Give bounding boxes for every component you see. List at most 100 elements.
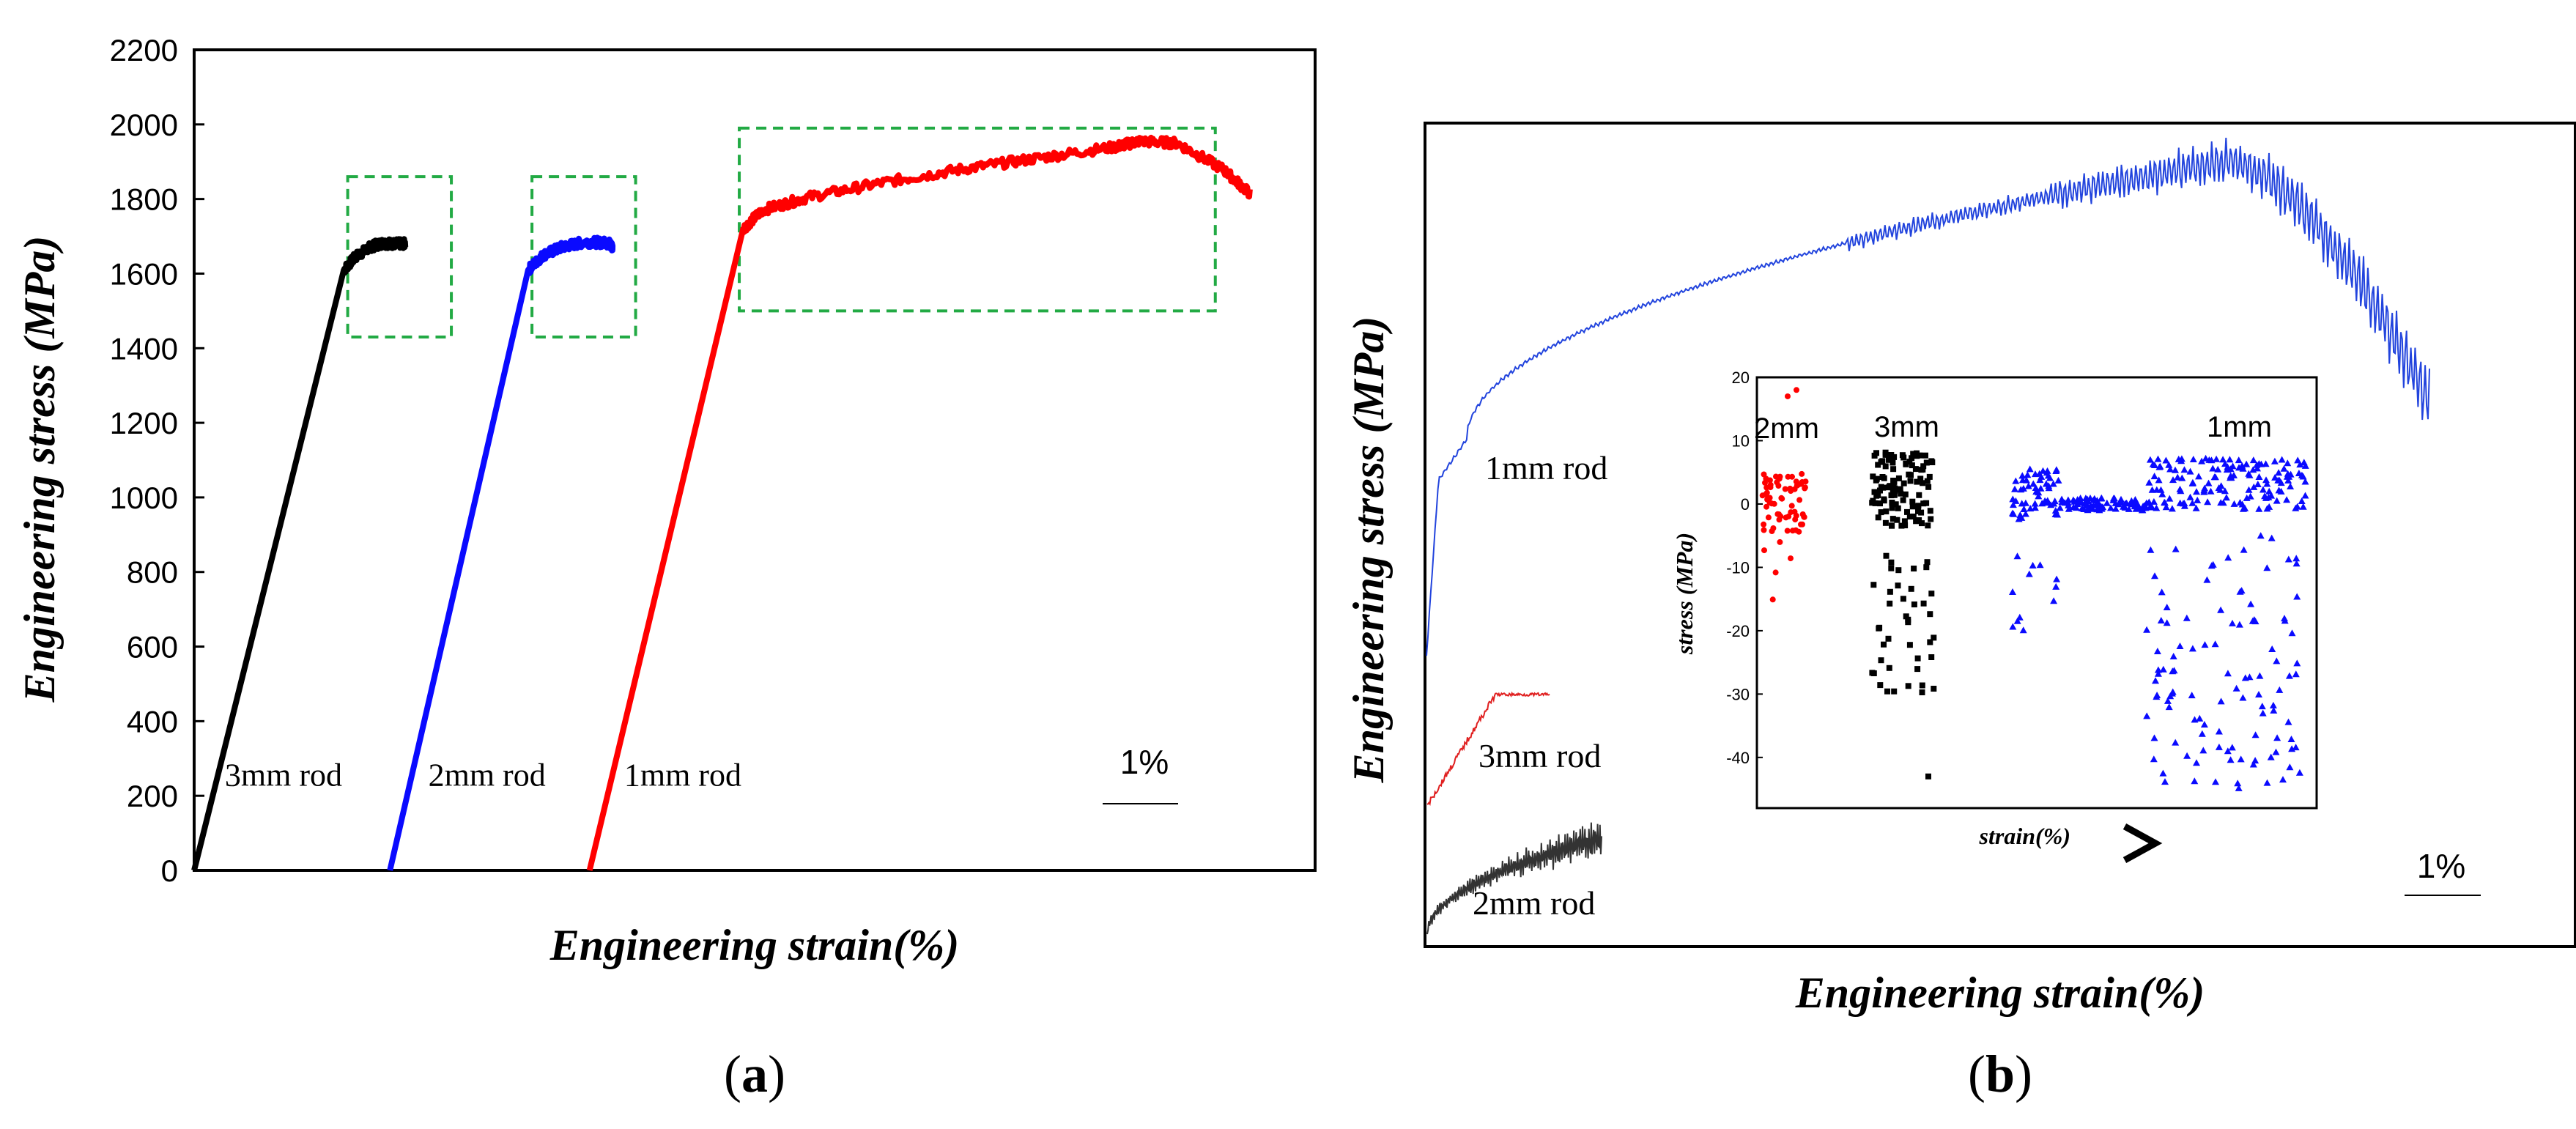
inset-y-tick-label: -30 bbox=[1726, 685, 1750, 703]
inset-point-1mm bbox=[2054, 476, 2062, 484]
inset-point-3mm bbox=[1910, 451, 1917, 457]
inset-point-3mm bbox=[1901, 518, 1908, 525]
inset-point-1mm bbox=[2230, 500, 2238, 507]
inset-point-1mm bbox=[2271, 473, 2279, 481]
inset-point-1mm bbox=[2012, 477, 2020, 484]
inset-point-1mm bbox=[2202, 454, 2210, 462]
inset-point-3mm bbox=[1925, 484, 1932, 490]
inset-point-3mm bbox=[1918, 467, 1925, 473]
inset-point-1mm bbox=[2164, 697, 2172, 704]
inset-point-1mm bbox=[2251, 757, 2259, 764]
panel-a-dashed-boxes bbox=[346, 126, 1217, 338]
panel-a-annotation: 3mm rod bbox=[225, 758, 342, 793]
inset-point-1mm bbox=[2054, 511, 2062, 518]
inset-point-1mm bbox=[2161, 498, 2169, 506]
inset-point-1mm bbox=[2224, 670, 2232, 677]
inset-point-1mm bbox=[2200, 486, 2208, 494]
inset-point-1mm bbox=[2166, 465, 2175, 473]
inset-point-1mm bbox=[2275, 469, 2283, 476]
inset-point-3mm bbox=[1883, 508, 1890, 515]
series-1mm-rod bbox=[586, 134, 1253, 871]
inset-point-2mm bbox=[1772, 569, 1779, 576]
inset-point-2mm bbox=[1778, 495, 1785, 501]
inset-point-3mm bbox=[1914, 450, 1920, 456]
inset-point-1mm bbox=[2270, 706, 2278, 714]
inset-y-axis: 20 10 0 -10 -20 -30 -40 bbox=[1726, 369, 1763, 767]
inset-point-1mm bbox=[2284, 476, 2292, 484]
inset-point-1mm bbox=[2172, 739, 2180, 746]
inset-point-1mm bbox=[2298, 497, 2306, 504]
inset-point-3mm bbox=[1928, 654, 1935, 660]
inset-point-1mm bbox=[2169, 653, 2177, 659]
inset-point-3mm bbox=[1882, 519, 1889, 526]
inset-point-1mm bbox=[2247, 600, 2255, 607]
inset-point-3mm bbox=[1916, 492, 1922, 498]
inset-point-1mm bbox=[2256, 672, 2264, 679]
inset-point-2mm bbox=[1759, 492, 1766, 499]
inset-point-1mm bbox=[2031, 504, 2039, 511]
inset-point-1mm bbox=[2162, 503, 2170, 511]
inset-point-3mm bbox=[1919, 682, 1925, 689]
inset-point-1mm bbox=[2168, 505, 2176, 512]
inset-point-1mm bbox=[2192, 504, 2200, 511]
inset-point-1mm bbox=[2139, 503, 2147, 510]
inset-point-1mm bbox=[2174, 473, 2182, 481]
inset-point-3mm bbox=[1885, 484, 1892, 491]
inset-point-3mm bbox=[1906, 471, 1912, 478]
inset-point-3mm bbox=[1878, 484, 1884, 490]
inset-point-1mm bbox=[2219, 456, 2227, 463]
inset-point-1mm bbox=[2293, 659, 2301, 667]
inset-point-1mm bbox=[2196, 714, 2204, 722]
inset-point-1mm bbox=[2189, 456, 2197, 462]
inset-group-label-2mm: 2mm bbox=[1754, 412, 1819, 445]
series-2mm-rod bbox=[387, 234, 616, 871]
inset-x-axis-title: strain(%) bbox=[1979, 823, 2070, 849]
inset-point-3mm bbox=[1888, 565, 1895, 571]
inset-point-1mm bbox=[2143, 712, 2151, 719]
inset-point-1mm bbox=[2013, 552, 2021, 560]
inset-point-1mm bbox=[2276, 686, 2284, 693]
inset-point-1mm bbox=[2292, 744, 2300, 751]
inset-point-1mm bbox=[2032, 484, 2040, 491]
inset-point-1mm bbox=[2117, 495, 2125, 503]
inset-point-1mm bbox=[2215, 728, 2223, 735]
inset-point-1mm bbox=[2093, 500, 2101, 508]
inset-point-1mm bbox=[2128, 498, 2136, 506]
inset-points bbox=[1759, 387, 2309, 791]
inset-point-1mm bbox=[2292, 670, 2300, 678]
inset-point-3mm bbox=[1912, 466, 1919, 473]
inset-point-1mm bbox=[2235, 464, 2243, 471]
inset-point-3mm bbox=[1877, 487, 1883, 494]
inset-point-3mm bbox=[1890, 516, 1896, 522]
inset-point-2mm bbox=[1763, 503, 1769, 510]
inset-point-3mm bbox=[1922, 452, 1928, 459]
inset-point-3mm bbox=[1911, 566, 1917, 571]
inset-point-1mm bbox=[2261, 492, 2269, 500]
inset-point-3mm bbox=[1895, 582, 1901, 589]
inset-point-3mm bbox=[1875, 514, 1881, 521]
inset-point-1mm bbox=[2159, 769, 2167, 777]
inset-point-2mm bbox=[1784, 528, 1791, 534]
inset-point-1mm bbox=[2299, 473, 2307, 480]
inset-point-1mm bbox=[2286, 763, 2294, 771]
inset-point-1mm bbox=[2035, 470, 2043, 477]
inset-point-1mm bbox=[2019, 626, 2027, 634]
inset-point-1mm bbox=[2193, 488, 2200, 495]
inset-point-3mm bbox=[1877, 682, 1884, 689]
inset-point-1mm bbox=[2009, 588, 2016, 595]
inset-point-1mm bbox=[2205, 479, 2213, 486]
inset-point-1mm bbox=[2263, 505, 2271, 512]
inset-point-1mm bbox=[2245, 486, 2253, 493]
inset-point-1mm bbox=[2215, 743, 2223, 750]
inset-point-3mm bbox=[1887, 588, 1893, 595]
panel-a-plot-frame bbox=[193, 48, 1317, 872]
inset-point-1mm bbox=[2276, 476, 2284, 484]
inset-point-1mm bbox=[2175, 455, 2183, 462]
inset-point-1mm bbox=[2058, 498, 2066, 506]
inset-point-3mm bbox=[1928, 591, 1935, 597]
inset-point-3mm bbox=[1897, 486, 1903, 492]
inset-point-1mm bbox=[2177, 487, 2185, 495]
inset-point-3mm bbox=[1909, 455, 1915, 462]
panel-a-dashed-box bbox=[738, 126, 1217, 313]
inset-point-1mm bbox=[2013, 617, 2021, 624]
